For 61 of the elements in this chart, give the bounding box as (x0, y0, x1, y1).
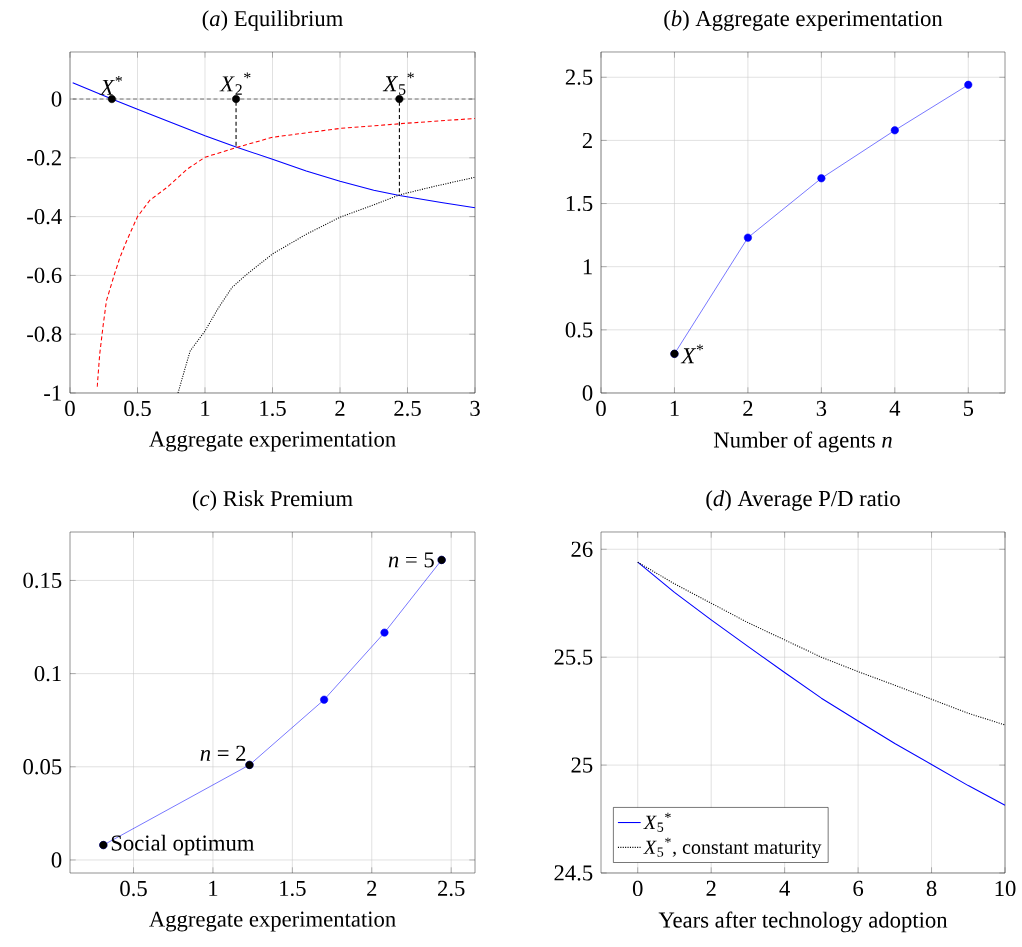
y-tick-label: 25 (571, 757, 593, 773)
x-tick-label: 2.5 (438, 880, 465, 897)
x-tick-label: 1.5 (260, 400, 286, 417)
x-axis-title: Aggregate experimentation (149, 911, 396, 932)
x-tick-label: 2 (335, 400, 345, 416)
y-tick-label: -0.8 (27, 326, 62, 342)
chart-title: (a) Equilibrium (202, 10, 343, 31)
annotation: X$_{2}$* (219, 72, 251, 95)
x-tick-label: 3 (816, 400, 827, 417)
x-tick-label: 4 (889, 400, 901, 416)
legend-label: X$_{5}$$^{*}$, constant maturity (643, 837, 822, 859)
y-tick-label: 0 (51, 852, 62, 868)
annotation: X$_{5}$* (382, 72, 414, 95)
chart-title: (b) Aggregate experimentation (664, 10, 943, 31)
x-axis-title: Number of agents n (713, 431, 892, 453)
x-tick-label: 2 (743, 400, 753, 416)
x-tick-label: 0 (65, 400, 75, 417)
x-tick-label: 0 (632, 880, 643, 897)
chart-title: (c) Risk Premium (192, 490, 353, 511)
y-tick-label: 0 (51, 91, 62, 107)
annotation: X$^{*}$ (680, 344, 704, 364)
x-axis-title: Years after technology adoption (658, 911, 948, 933)
y-tick-label: -1 (44, 385, 61, 401)
x-tick-label: 6 (853, 880, 864, 897)
y-tick-label: 0.1 (34, 665, 61, 682)
x-tick-label: 1 (670, 400, 679, 416)
x-tick-label: 2.5 (394, 400, 421, 417)
x-tick-label: 4 (779, 880, 790, 896)
x-tick-label: 0.5 (124, 400, 151, 417)
x-tick-label: 1 (209, 880, 218, 896)
y-tick-label: -0.6 (27, 267, 62, 284)
y-tick-label: 0.05 (23, 759, 62, 775)
x-tick-label: 0 (596, 400, 606, 417)
x-tick-label: 3 (470, 400, 480, 417)
y-tick-label: 0 (582, 385, 593, 401)
x-tick-label: 8 (926, 880, 937, 897)
legend-label: X$_{5}$* (643, 812, 671, 832)
y-tick-label: 1.5 (566, 195, 593, 212)
x-tick-label: 0.5 (120, 880, 147, 897)
y-tick-label: 26 (571, 541, 593, 557)
y-tick-label: 1 (583, 259, 592, 275)
x-tick-label: 5 (963, 400, 974, 416)
y-tick-label: 2.5 (565, 69, 593, 85)
y-tick-label: -0.4 (27, 208, 62, 225)
annotation: n = 2 (200, 745, 246, 761)
chart-title: (d) Average P/D ratio (706, 490, 900, 511)
x-tick-label: 10 (995, 880, 1016, 897)
x-axis-title: Aggregate experimentation (149, 431, 396, 452)
y-tick-label: 0.15 (23, 572, 62, 589)
x-tick-label: 2 (367, 880, 377, 896)
x-tick-label: 2 (706, 880, 716, 896)
x-tick-label: 1.5 (280, 880, 306, 897)
annotation: Social optimum (111, 834, 255, 856)
annotation: n = 5 (388, 552, 434, 568)
y-tick-label: 24.5 (554, 865, 593, 881)
x-tick-label: 1 (201, 400, 210, 416)
annotation: X$^{*}$ (99, 76, 123, 95)
y-tick-label: 2 (582, 132, 592, 148)
y-tick-label: -0.2 (27, 150, 61, 166)
y-tick-label: 0.5 (565, 322, 593, 338)
y-tick-label: 25.5 (554, 649, 593, 665)
